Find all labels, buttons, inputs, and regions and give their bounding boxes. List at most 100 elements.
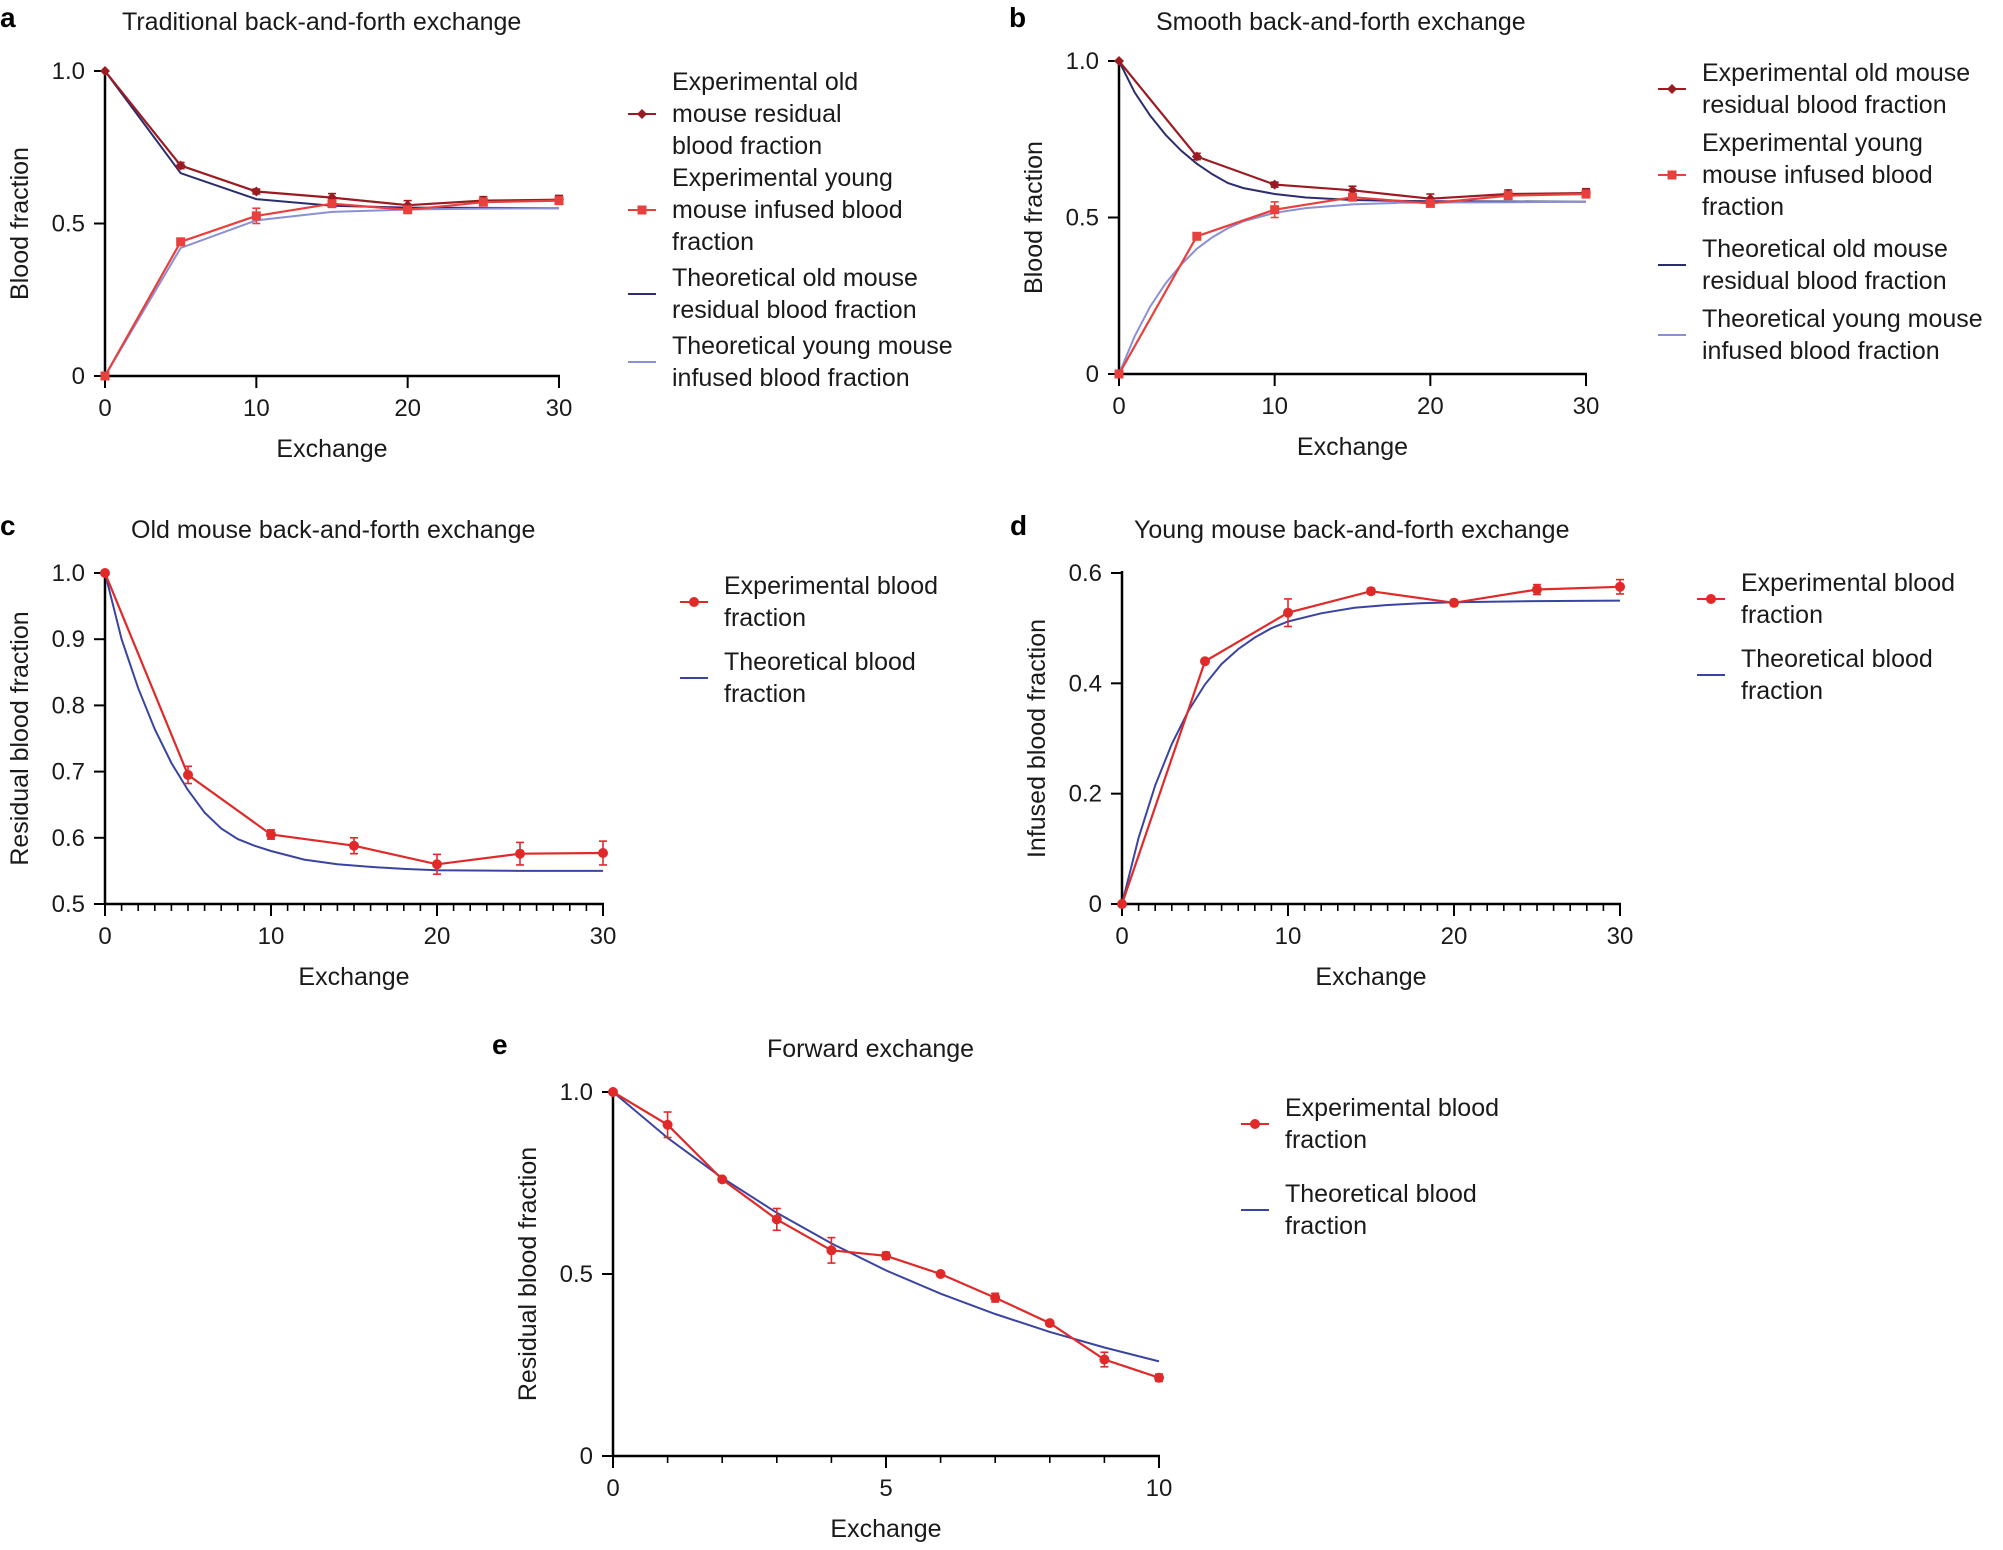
legend-text-d-0: Experimental blood [1741,569,1955,597]
legend-text-b-3: Theoretical young mouse [1702,305,1983,333]
data-point-d-0 [1615,581,1625,592]
chart-title-c: Old mouse back-and-forth exchange [131,516,535,544]
series-line-b-3 [1118,200,1587,375]
y-tick-label-c: 0.9 [52,626,85,653]
data-point-b-1 [1114,369,1124,379]
data-point-d-0 [1532,584,1542,595]
series-line-b-0 [1118,60,1587,200]
panel-label-c: c [0,510,16,541]
legend-text-c-0: fraction [724,604,806,632]
x-tick-label-a: 30 [546,395,573,422]
data-point-a-1 [176,237,186,247]
y-tick-label-d: 0.6 [1069,560,1102,587]
legend-text-a-2: residual blood fraction [672,296,917,324]
data-point-c-0 [432,859,442,870]
x-tick-label-c: 30 [590,923,617,950]
data-point-d-0 [1449,597,1459,608]
series-line-d-1 [1121,599,1621,905]
legend-text-c-1: fraction [724,680,806,708]
x-axis-label-b: Exchange [1297,433,1408,461]
series-line-b-2 [1118,60,1587,203]
data-point-a-1 [251,211,261,221]
legend-text-c-0: Experimental blood [724,572,938,600]
y-tick-label-e: 0 [580,1443,593,1470]
series-line-d-0 [1120,585,1621,905]
data-point-a-1 [554,196,564,206]
series-line-a-2 [104,70,560,210]
y-tick-label-a: 0.5 [52,211,85,238]
chart-title-b: Smooth back-and-forth exchange [1156,8,1526,36]
panel-label-b: b [1009,2,1026,33]
series-line-e-1 [612,1091,1160,1363]
legend-text-b-1: mouse infused blood [1702,161,1933,189]
y-axis-label-e: Residual blood fraction [514,1147,542,1401]
legend-text-a-1: fraction [672,228,754,256]
legend-marker-a-0 [637,109,647,119]
x-tick-label-e: 0 [606,1475,619,1502]
chart-b: b Smooth back-and-forth exchange 0 10 20 30 0 0… [1009,2,1983,461]
data-point-d-0 [1283,607,1293,618]
legend-marker-d-0 [1706,594,1716,604]
data-point-a-0 [175,160,186,171]
x-tick-label-c: 0 [98,923,111,950]
y-axis-label-b: Blood fraction [1020,141,1048,294]
chart-title-e: Forward exchange [767,1035,974,1063]
legend-text-e-1: Theoretical blood [1285,1180,1477,1208]
data-point-a-1 [403,205,413,215]
x-axis-label-d: Exchange [1315,963,1426,991]
x-tick-label-b: 10 [1261,393,1288,420]
panel-label-a: a [0,2,16,33]
series-line-b-1 [1118,192,1587,375]
data-point-b-1 [1425,198,1435,208]
data-point-e-0 [717,1174,728,1185]
y-axis-label-d: Infused blood fraction [1023,619,1051,858]
data-point-e-0 [881,1250,891,1261]
legend-text-b-2: residual blood fraction [1702,267,1947,295]
data-point-b-1 [1348,192,1357,202]
data-point-b-0 [1269,179,1280,190]
data-point-b-1 [1503,191,1513,201]
data-point-d-0 [1200,656,1210,667]
y-tick-label-e: 1.0 [560,1079,593,1106]
data-point-b-1 [1192,231,1202,241]
x-tick-label-a: 10 [243,395,270,422]
y-tick-label-c: 0.7 [52,759,85,786]
chart-a: a Traditional back-and-forth exchange 0 10 2… [0,2,953,463]
series-line-a-1 [104,199,560,377]
x-tick-label-c: 20 [424,923,451,950]
y-tick-label-b: 0.5 [1066,205,1099,232]
data-point-e-0 [771,1214,782,1225]
legend-text-a-0: mouse residual [672,100,842,128]
legend-text-b-2: Theoretical old mouse [1702,235,1948,263]
data-point-e-0 [935,1269,946,1279]
data-point-b-0 [1114,56,1124,66]
legend-marker-a-1 [637,205,647,215]
legend-text-a-0: Experimental old [672,68,858,96]
data-point-a-0 [100,66,110,76]
x-tick-label-d: 30 [1607,923,1634,950]
y-axis-label-c: Residual blood fraction [6,611,34,865]
y-tick-label-c: 1.0 [52,560,85,587]
x-tick-label-a: 0 [98,395,111,422]
data-point-e-0 [1044,1318,1055,1329]
series-line-a-3 [104,207,560,377]
series-line-a-0 [104,70,560,207]
y-tick-label-c: 0.6 [52,825,85,852]
data-point-a-0 [251,186,262,197]
legend-text-d-0: fraction [1741,601,1823,629]
data-point-c-0 [266,829,276,840]
chart-e: e Forward exchange 0 5 10 0 0.5 1.0 Exchange Resi… [492,1029,1499,1543]
legend-text-a-3: Theoretical young mouse [672,332,953,360]
series-line-c-0 [103,572,604,866]
data-point-e-0 [608,1087,618,1097]
x-tick-label-d: 20 [1441,923,1468,950]
series-line-e-0 [612,1091,1160,1379]
x-tick-label-c: 10 [258,923,285,950]
legend-text-a-1: mouse infused blood [672,196,903,224]
x-tick-label-b: 20 [1417,393,1444,420]
data-point-e-0 [662,1119,673,1130]
data-point-b-0 [1191,151,1202,162]
data-point-e-0 [1154,1372,1164,1383]
legend-marker-e-0 [1250,1119,1260,1129]
legend-marker-b-1 [1667,170,1677,180]
